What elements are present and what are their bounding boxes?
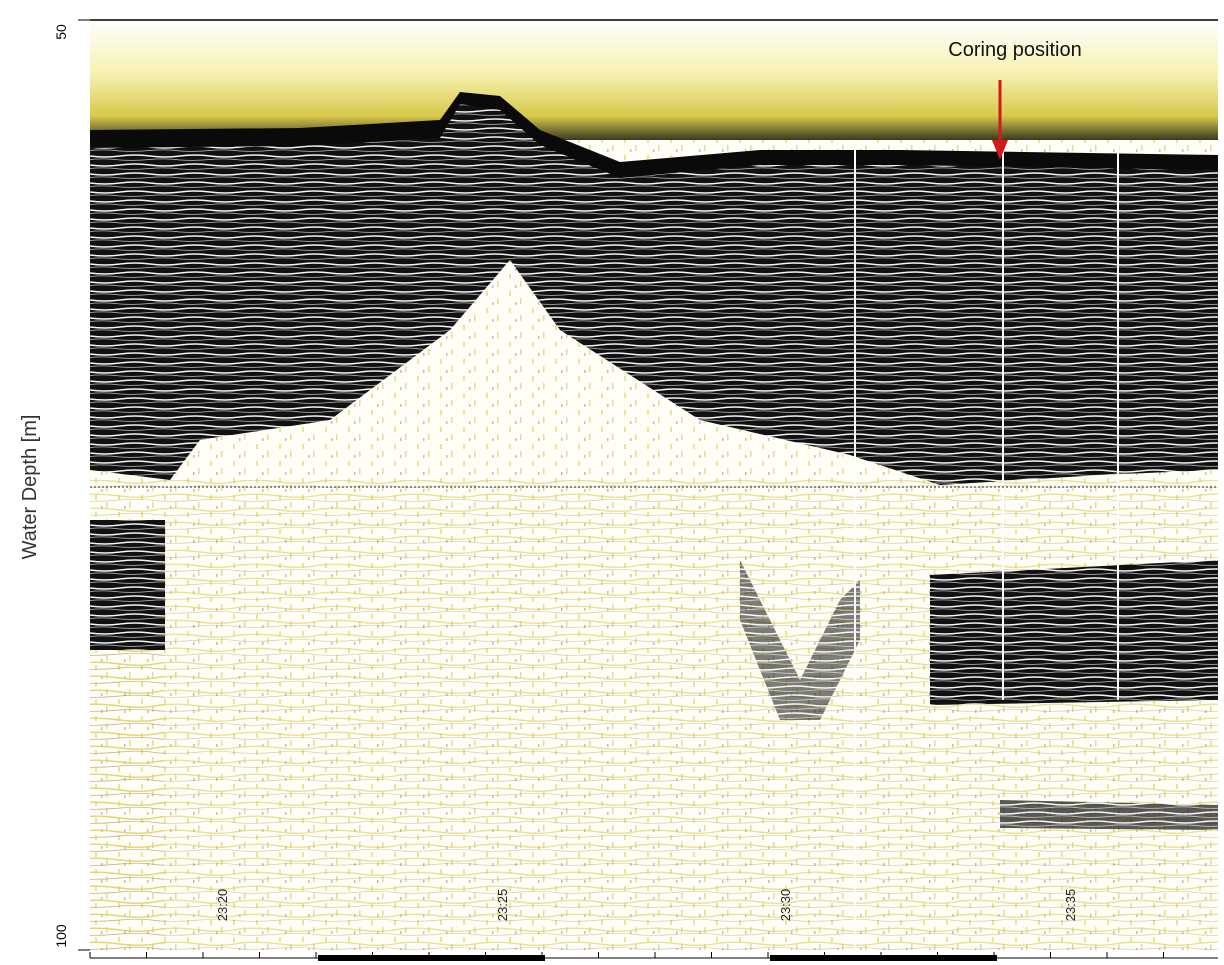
faint-layers: [90, 480, 1218, 950]
time-label: 23:35: [1063, 889, 1078, 922]
y-tick-label: 50: [53, 24, 69, 40]
annotation: Coring position: [948, 39, 1081, 61]
sediment-layers: [90, 98, 1218, 485]
time-label: 23:25: [495, 889, 510, 922]
left-layers: [90, 520, 165, 650]
time-label: 23:20: [215, 889, 230, 922]
seabed-reflector: [90, 92, 1218, 178]
right-layers: [930, 560, 1218, 705]
time-label: 23:30: [778, 889, 793, 922]
channel-fill: [740, 560, 860, 720]
time-scale-bar: [90, 955, 1218, 961]
y-axis-label: Water Depth [m]: [19, 415, 41, 560]
profile-image: [90, 20, 1218, 950]
scale-segment: [318, 955, 545, 961]
y-tick-label: 100: [53, 924, 69, 948]
water-column: [90, 20, 1218, 140]
left-faint: [90, 650, 165, 950]
scale-segment: [770, 955, 997, 961]
coring-arrowhead: [992, 140, 1008, 160]
right-deep-layers: [1000, 800, 1218, 830]
